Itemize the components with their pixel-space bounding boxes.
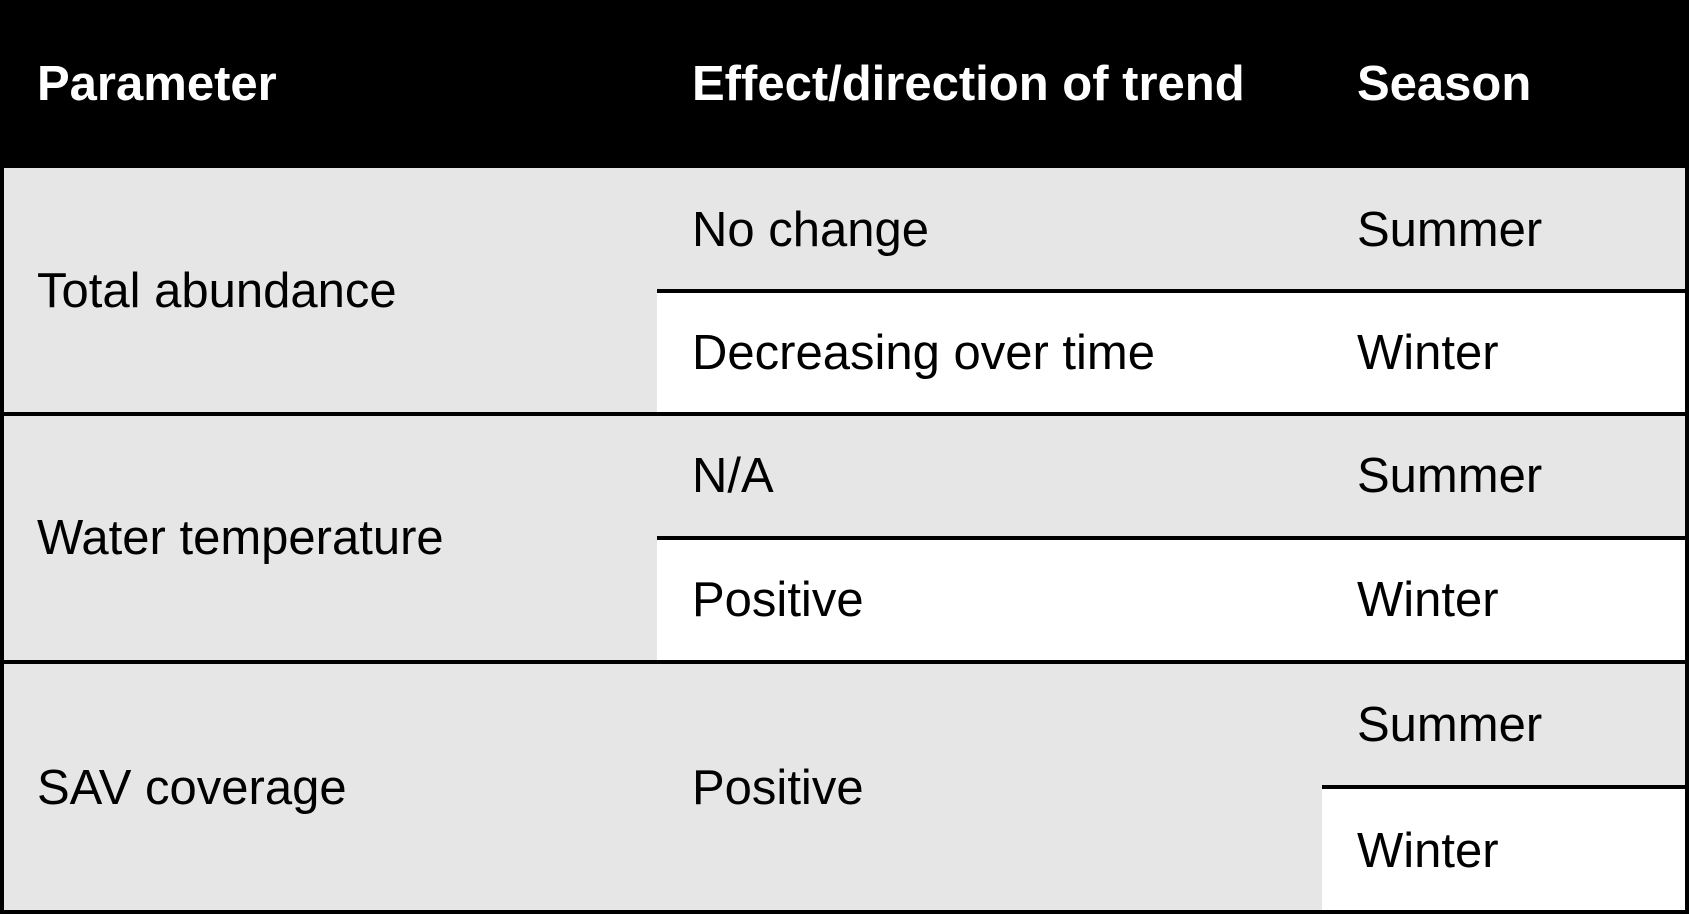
season-cell: Winter [1322, 538, 1689, 662]
param-water-temperature: Water temperature [0, 414, 657, 662]
effect-cell: Positive [657, 662, 1322, 914]
row-divider [657, 289, 1689, 293]
header-season: Season [1322, 0, 1689, 168]
effect-cell: Positive [657, 538, 1322, 662]
effect-cell: No change [657, 168, 1322, 291]
effect-cell: Decreasing over time [657, 291, 1322, 414]
table-border-bottom [0, 910, 1689, 914]
season-cell: Summer [1322, 414, 1689, 538]
row-divider [657, 536, 1689, 540]
param-total-abundance: Total abundance [0, 168, 657, 414]
table-border-left [0, 0, 4, 914]
table-border-right [1685, 0, 1689, 914]
row-divider [1322, 785, 1689, 789]
param-sav-coverage: SAV coverage [0, 662, 657, 914]
season-cell: Winter [1322, 787, 1689, 914]
effect-cell: N/A [657, 414, 1322, 538]
group-divider [0, 412, 1689, 416]
season-cell: Summer [1322, 662, 1689, 787]
season-cell: Summer [1322, 168, 1689, 291]
header-parameter: Parameter [0, 0, 657, 168]
group-divider [0, 660, 1689, 664]
season-cell: Winter [1322, 291, 1689, 414]
header-effect: Effect/direction of trend [657, 0, 1322, 168]
table-border-top [0, 0, 1689, 4]
